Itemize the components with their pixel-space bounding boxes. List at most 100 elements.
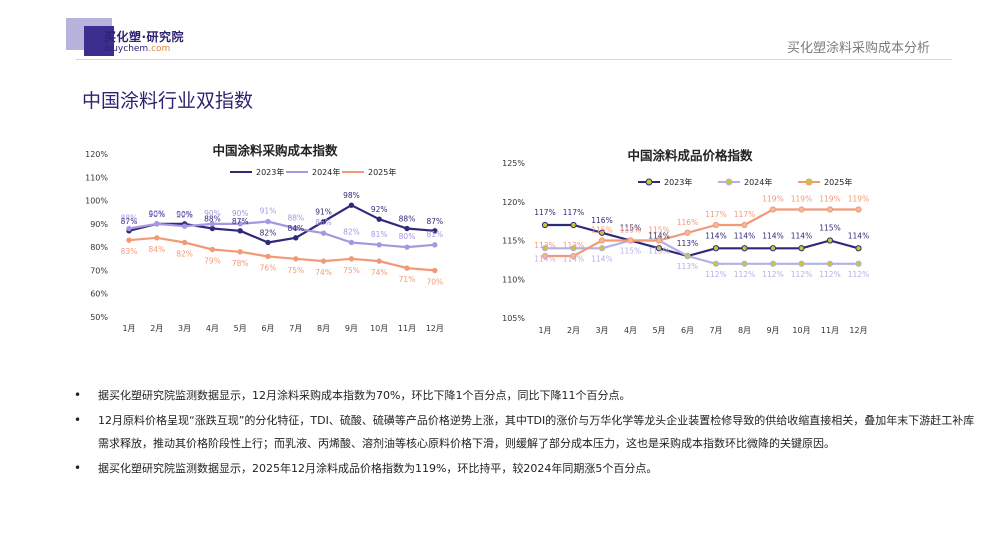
- data-label: 70%: [426, 277, 443, 286]
- data-point: [320, 258, 327, 264]
- data-point: [684, 252, 691, 260]
- data-label: 112%: [762, 270, 783, 279]
- data-label: 112%: [819, 270, 840, 279]
- data-point: [237, 249, 243, 255]
- x-tick-label: 4月: [624, 326, 637, 335]
- data-point: [154, 235, 160, 241]
- data-point: [293, 256, 299, 262]
- data-label: 115%: [620, 247, 641, 256]
- y-tick-label: 115%: [502, 237, 525, 246]
- y-tick-label: 105%: [502, 314, 525, 323]
- data-point: [237, 221, 243, 227]
- data-label: 119%: [819, 195, 840, 204]
- data-label: 81%: [371, 230, 388, 239]
- data-label: 74%: [315, 268, 332, 277]
- data-label: 82%: [343, 227, 360, 236]
- data-point: [798, 245, 805, 252]
- data-point: [209, 221, 216, 227]
- legend-label: 2025年: [368, 167, 396, 177]
- data-point: [627, 237, 634, 244]
- x-tick-label: 12月: [849, 326, 867, 335]
- x-tick-label: 5月: [234, 324, 247, 333]
- y-tick-label: 60%: [90, 290, 108, 299]
- data-label: 75%: [287, 266, 304, 275]
- data-point: [237, 228, 243, 234]
- chart-title: 中国涂料成品价格指数: [627, 148, 753, 163]
- x-tick-label: 7月: [709, 326, 722, 335]
- data-label: 113%: [677, 262, 698, 271]
- data-label: 84%: [148, 245, 165, 254]
- data-label: 76%: [260, 263, 277, 272]
- data-label: 114%: [534, 254, 555, 263]
- data-point: [541, 221, 549, 229]
- x-tick-label: 10月: [792, 326, 810, 335]
- data-label: 116%: [591, 216, 612, 225]
- data-point: [598, 245, 606, 252]
- data-label: 113%: [563, 241, 584, 250]
- data-point: [404, 225, 410, 232]
- data-label: 82%: [176, 249, 193, 258]
- data-label: 90%: [204, 209, 221, 218]
- data-point: [655, 237, 663, 244]
- data-point: [404, 244, 410, 250]
- data-label: 89%: [176, 211, 193, 220]
- y-tick-label: 90%: [90, 220, 108, 229]
- x-tick-label: 9月: [345, 324, 358, 333]
- x-tick-label: 1月: [122, 324, 135, 333]
- data-point: [712, 221, 720, 229]
- header-divider: [76, 59, 952, 60]
- data-point: [293, 225, 299, 232]
- legend-label: 2024年: [312, 167, 340, 177]
- data-point: [741, 221, 748, 229]
- legend-swatch-marker: [725, 178, 733, 186]
- y-tick-label: 120%: [85, 150, 108, 159]
- data-label: 114%: [705, 231, 726, 240]
- x-tick-label: 12月: [426, 324, 444, 333]
- data-point: [826, 206, 834, 213]
- logo-en-main: ibuychem: [104, 44, 149, 54]
- data-point: [855, 260, 862, 267]
- logo-shape-dark: [84, 26, 114, 56]
- data-label: 71%: [399, 275, 416, 284]
- data-point: [598, 237, 606, 244]
- y-tick-label: 70%: [90, 266, 108, 275]
- data-label: 117%: [534, 208, 555, 217]
- data-label: 84%: [287, 224, 304, 233]
- page-title: 中国涂料行业双指数: [82, 90, 254, 112]
- data-point: [684, 229, 691, 236]
- data-label: 112%: [705, 270, 726, 279]
- data-label: 117%: [705, 210, 726, 219]
- y-tick-label: 100%: [85, 197, 108, 206]
- data-label: 78%: [232, 259, 249, 268]
- legend-label: 2023年: [256, 167, 284, 177]
- data-label: 113%: [677, 239, 698, 248]
- data-point: [598, 229, 606, 236]
- chart-cost-index: 中国涂料采购成本指数 2023年 2024年 2025年 50% 60% 70% 80% 90%…: [85, 143, 444, 333]
- data-label: 82%: [260, 228, 277, 237]
- data-label: 115%: [648, 247, 669, 256]
- data-label: 114%: [591, 254, 612, 263]
- data-label: 119%: [848, 195, 869, 204]
- data-point: [712, 245, 720, 252]
- x-tick-label: 5月: [652, 326, 665, 335]
- data-label: 115%: [648, 226, 669, 235]
- data-label: 87%: [121, 217, 138, 226]
- data-label: 79%: [204, 256, 221, 265]
- data-point: [798, 260, 805, 267]
- data-point: [769, 260, 777, 267]
- data-label: 90%: [148, 209, 165, 218]
- logo-en-suffix: .com: [148, 44, 171, 54]
- data-point: [855, 245, 862, 252]
- data-label: 119%: [791, 195, 812, 204]
- x-tick-label: 8月: [738, 326, 751, 335]
- data-point: [741, 260, 748, 267]
- series-line-2024年: [545, 239, 859, 265]
- data-label: 117%: [563, 208, 584, 217]
- legend-swatch-marker: [805, 178, 813, 186]
- data-label: 114%: [791, 231, 812, 240]
- series-line-2023年: [128, 204, 435, 244]
- y-tick-label: 110%: [85, 173, 108, 182]
- data-label: 112%: [791, 270, 812, 279]
- data-point: [826, 237, 834, 244]
- data-point: [855, 206, 862, 213]
